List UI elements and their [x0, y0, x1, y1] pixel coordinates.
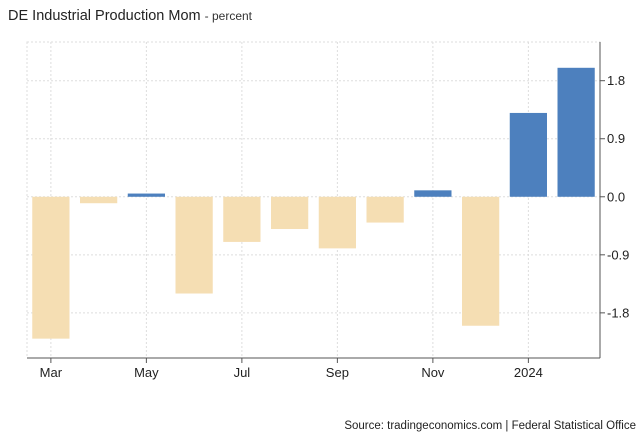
y-tick-label: 0.9 [607, 131, 625, 146]
bar-2024-01 [509, 112, 547, 197]
x-tick-label: May [134, 365, 159, 380]
bar-Jun [175, 196, 213, 294]
bar-Nov [414, 190, 452, 197]
bar-Aug [271, 196, 309, 230]
plot-frame [26, 41, 601, 359]
x-tick-label: Sep [326, 365, 349, 380]
bar-Dec [462, 196, 500, 326]
x-tick-label: Jul [234, 365, 251, 380]
x-tick-label: Nov [421, 365, 445, 380]
chart-title: DE Industrial Production Mom - percent [8, 8, 252, 24]
y-tick-label: 0.0 [607, 189, 625, 204]
y-tick-label: 1.8 [607, 73, 625, 88]
x-tick-label: Mar [40, 365, 63, 380]
bar-Apr [80, 196, 118, 204]
source-note: Source: tradingeconomics.com | Federal S… [344, 420, 636, 432]
x-tick-label: 2024 [514, 365, 543, 380]
chart-unit-text: percent [211, 9, 253, 23]
bar-Jul [223, 196, 261, 242]
bar-May [127, 193, 165, 197]
chart-title-text: DE Industrial Production Mom [8, 8, 201, 24]
chart-unit: - percent [204, 9, 253, 23]
y-tick-label: -1.8 [607, 305, 629, 320]
bar-Sep [318, 196, 356, 249]
y-tick-label: -0.9 [607, 247, 629, 262]
bar-2024-02 [557, 67, 595, 197]
bar-Mar [32, 196, 70, 339]
bar-Oct [366, 196, 404, 223]
